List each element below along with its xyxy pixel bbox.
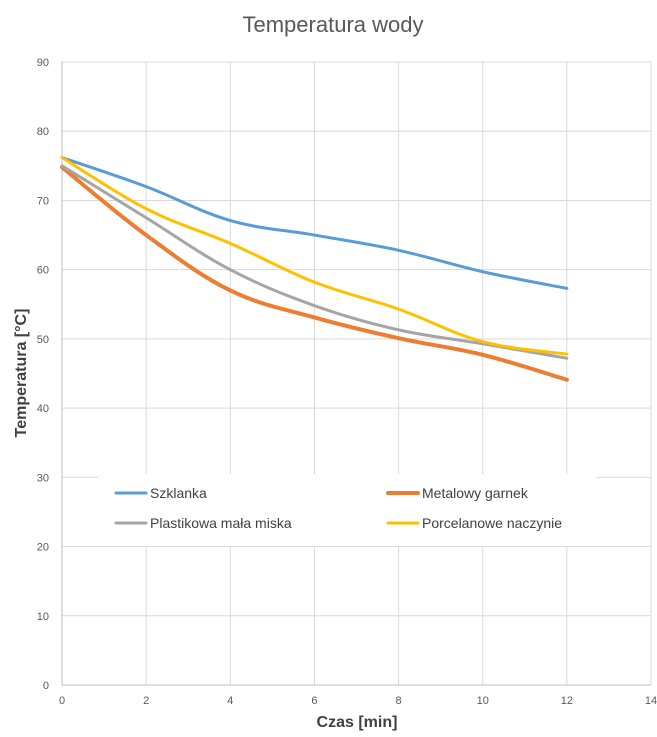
x-axis-title: Czas [min] xyxy=(317,714,398,731)
y-tick-label: 0 xyxy=(43,680,49,692)
series-line-1 xyxy=(60,156,569,290)
gridlines xyxy=(62,61,652,685)
series-lines xyxy=(60,156,569,382)
chart-title: Temperatura wody xyxy=(243,12,424,37)
series-line-4 xyxy=(60,156,569,356)
y-tick-label: 50 xyxy=(37,334,49,346)
legend-label: Metalowy garnek xyxy=(422,485,529,501)
x-tick-label: 12 xyxy=(561,695,573,707)
x-tick-label: 6 xyxy=(311,695,317,707)
y-tick-label: 60 xyxy=(37,265,49,277)
legend-background xyxy=(98,474,596,546)
x-tick-label: 8 xyxy=(396,695,402,707)
y-tick-label: 90 xyxy=(37,57,49,69)
legend: Szklanka Metalowy garnek Plastikowa mała m… xyxy=(98,474,596,546)
legend-label: Szklanka xyxy=(150,485,207,501)
axes: 0 10 20 30 40 50 60 70 80 90 0 2 4 6 8 10 12 14 xyxy=(37,57,657,707)
x-tick-label: 10 xyxy=(477,695,489,707)
legend-label: Plastikowa mała miska xyxy=(150,515,292,531)
y-tick-label: 40 xyxy=(37,403,49,415)
y-tick-label: 70 xyxy=(37,195,49,207)
x-tick-label: 4 xyxy=(227,695,233,707)
x-tick-label: 0 xyxy=(59,695,65,707)
y-tick-label: 30 xyxy=(37,472,49,484)
y-axis-title: Temperatura [°C] xyxy=(13,309,30,438)
series-line-3 xyxy=(60,164,569,360)
y-tick-label: 10 xyxy=(37,611,49,623)
x-tick-label: 2 xyxy=(143,695,149,707)
x-tick-label: 14 xyxy=(645,695,657,707)
legend-label: Porcelanowe naczynie xyxy=(422,515,562,531)
y-tick-label: 20 xyxy=(37,542,49,554)
series-line-2 xyxy=(60,165,569,382)
y-tick-label: 80 xyxy=(37,126,49,138)
